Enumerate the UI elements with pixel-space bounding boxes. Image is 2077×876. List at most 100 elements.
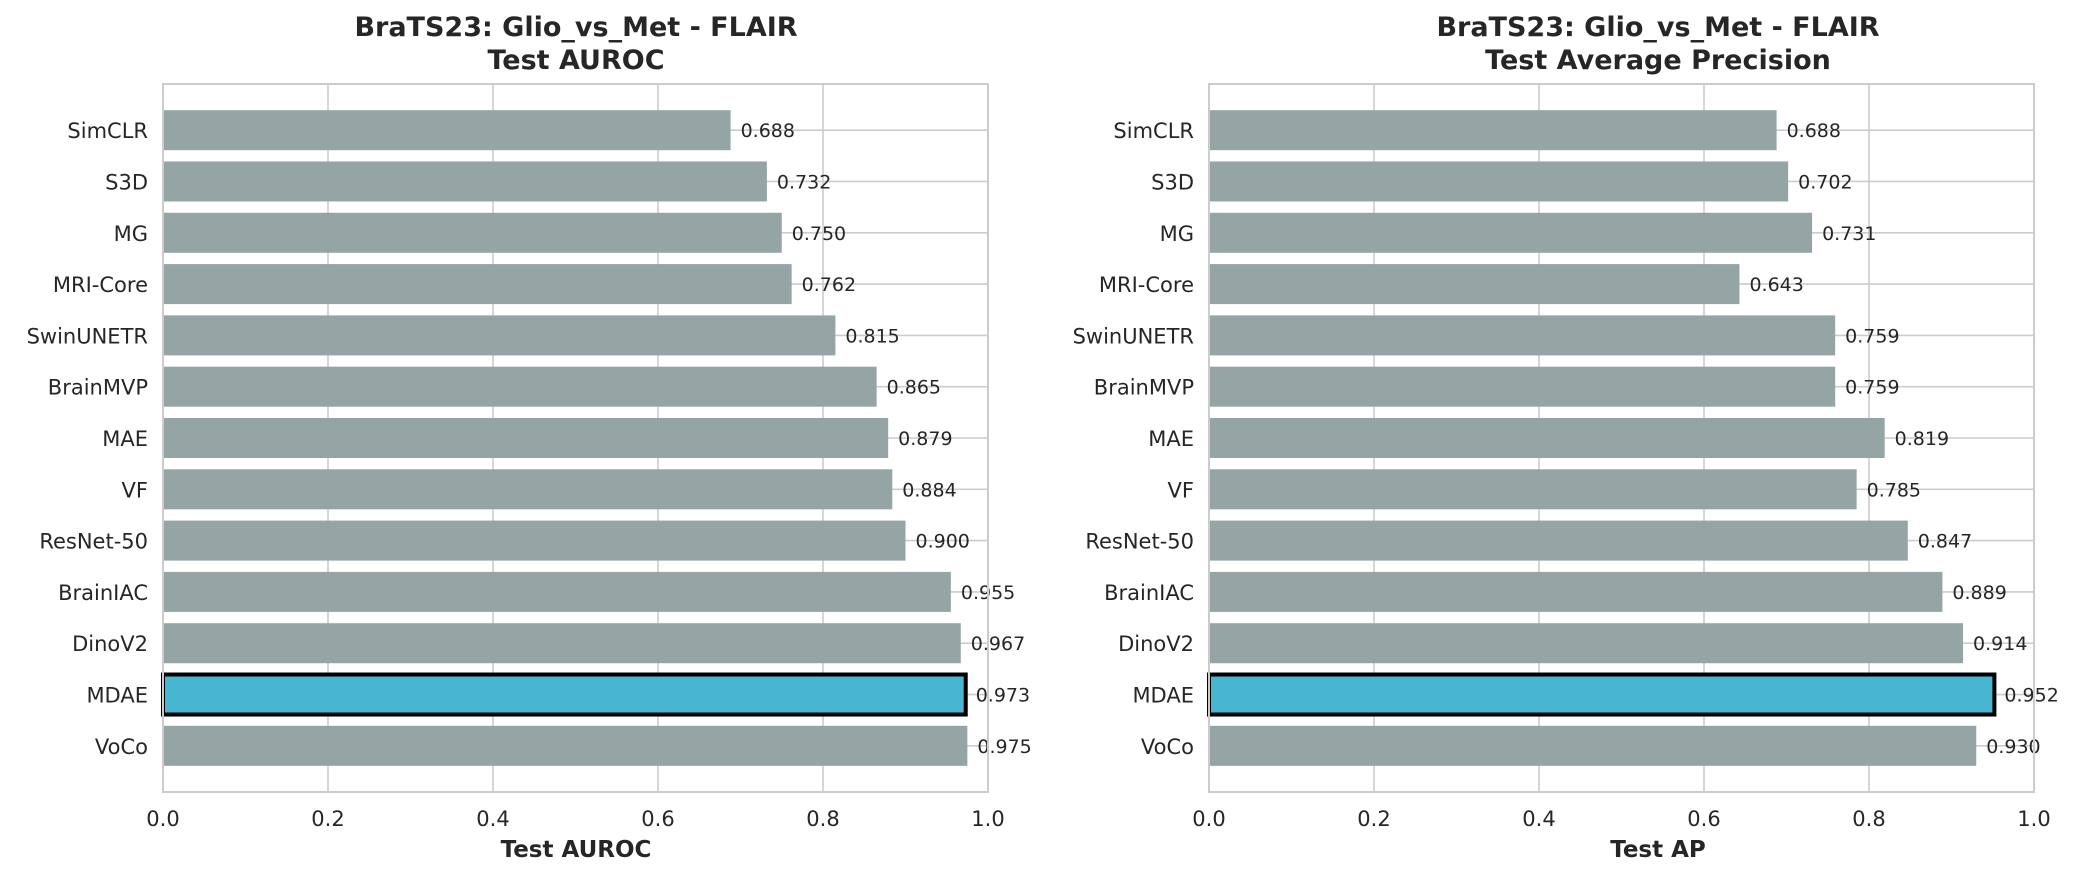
y-tick-label: SimCLR bbox=[1113, 119, 1194, 143]
bar-value-label: 0.702 bbox=[1798, 171, 1852, 193]
y-tick-label: MRI-Core bbox=[53, 273, 148, 297]
y-tick-label: VF bbox=[1168, 478, 1194, 502]
bar bbox=[1209, 161, 1789, 202]
y-tick-label: BrainIAC bbox=[1104, 581, 1194, 605]
y-tick-label: BrainIAC bbox=[58, 581, 148, 605]
chart-subtitle: Test Average Precision bbox=[1485, 45, 1831, 76]
highlighted-bar bbox=[1207, 672, 1997, 717]
y-tick-label: BrainMVP bbox=[48, 376, 148, 400]
y-tick-label: VF bbox=[122, 478, 148, 502]
bar bbox=[163, 417, 889, 459]
x-tick-label: 0.6 bbox=[641, 807, 674, 831]
y-tick-label: S3D bbox=[105, 170, 148, 194]
bar bbox=[163, 315, 836, 356]
bar-value-label: 0.973 bbox=[976, 685, 1030, 707]
bar-value-label: 0.889 bbox=[1952, 582, 2006, 604]
chart-title: BraTS23: Glio_vs_Met - FLAIR bbox=[1436, 12, 1879, 43]
y-tick-label: DinoV2 bbox=[72, 632, 148, 656]
bar-value-label: 0.847 bbox=[1918, 531, 1972, 553]
bar-value-label: 0.930 bbox=[1986, 736, 2040, 758]
bar-value-label: 0.643 bbox=[1749, 274, 1803, 296]
y-tick-label: MDAE bbox=[86, 684, 148, 708]
bar-value-label: 0.975 bbox=[977, 736, 1031, 758]
y-tick-label: MAE bbox=[1148, 427, 1194, 451]
y-tick-label: MRI-Core bbox=[1099, 273, 1194, 297]
y-tick-label: VoCo bbox=[95, 735, 148, 759]
x-tick-label: 0.8 bbox=[1852, 807, 1885, 831]
bar-value-label: 0.815 bbox=[845, 325, 899, 347]
bar-value-label: 0.952 bbox=[2004, 685, 2058, 707]
chart-average-precision: BraTS23: Glio_vs_Met - FLAIR Test Averag… bbox=[1073, 12, 2059, 863]
bar bbox=[163, 161, 767, 202]
y-tick-label: MG bbox=[114, 222, 148, 246]
bar bbox=[1209, 623, 1964, 664]
bar bbox=[1209, 520, 1908, 561]
bar bbox=[163, 366, 877, 407]
x-tick-label: 0.6 bbox=[1687, 807, 1720, 831]
bar bbox=[1209, 571, 1943, 612]
bar bbox=[163, 725, 968, 766]
bar-value-label: 0.732 bbox=[777, 171, 831, 193]
bar-value-label: 0.900 bbox=[916, 531, 970, 553]
x-tick-label: 0.4 bbox=[476, 807, 509, 831]
x-tick-label: 0.0 bbox=[1192, 807, 1225, 831]
bar bbox=[1209, 417, 1885, 459]
bar bbox=[1209, 366, 1836, 407]
y-tick-label: ResNet-50 bbox=[39, 530, 148, 554]
x-tick-label: 0.8 bbox=[806, 807, 839, 831]
bar bbox=[1209, 212, 1813, 253]
y-tick-label: SimCLR bbox=[67, 119, 148, 143]
y-tick-label: MAE bbox=[102, 427, 148, 451]
bar-value-label: 0.731 bbox=[1822, 223, 1876, 245]
bar-value-label: 0.967 bbox=[971, 633, 1025, 655]
bar bbox=[163, 520, 906, 561]
bar-value-label: 0.688 bbox=[741, 120, 795, 142]
x-tick-label: 0.2 bbox=[311, 807, 344, 831]
bar bbox=[1209, 725, 1977, 766]
bar bbox=[1209, 110, 1777, 151]
y-tick-label: MG bbox=[1160, 222, 1194, 246]
chart-auroc: BraTS23: Glio_vs_Met - FLAIR Test AUROC … bbox=[27, 12, 1032, 863]
bar bbox=[1209, 469, 1857, 510]
x-tick-label: 0.4 bbox=[1522, 807, 1555, 831]
x-tick-label: 0.0 bbox=[146, 807, 179, 831]
bar bbox=[163, 212, 782, 253]
plot-frame bbox=[1208, 83, 2035, 793]
bar bbox=[1209, 315, 1836, 356]
y-tick-label: DinoV2 bbox=[1118, 632, 1194, 656]
x-tick-label: 0.2 bbox=[1357, 807, 1390, 831]
bar-value-label: 0.750 bbox=[792, 223, 846, 245]
bar bbox=[1209, 264, 1740, 305]
bar bbox=[163, 264, 792, 305]
x-tick-label: 1.0 bbox=[2017, 807, 2050, 831]
bar bbox=[163, 623, 961, 664]
bar-value-label: 0.884 bbox=[902, 479, 956, 501]
y-tick-label: SwinUNETR bbox=[27, 324, 148, 348]
y-tick-label: SwinUNETR bbox=[1073, 324, 1194, 348]
bar-value-label: 0.785 bbox=[1867, 479, 1921, 501]
y-tick-label: VoCo bbox=[1141, 735, 1194, 759]
x-axis-label: Test AP bbox=[1610, 837, 1706, 863]
bar bbox=[163, 110, 731, 151]
y-tick-label: BrainMVP bbox=[1094, 376, 1194, 400]
bar-value-label: 0.759 bbox=[1845, 377, 1899, 399]
x-tick-label: 1.0 bbox=[971, 807, 1004, 831]
y-tick-label: ResNet-50 bbox=[1085, 530, 1194, 554]
bar-value-label: 0.688 bbox=[1787, 120, 1841, 142]
bar-value-label: 0.879 bbox=[898, 428, 952, 450]
bar-value-label: 0.914 bbox=[1973, 633, 2027, 655]
chart-title: BraTS23: Glio_vs_Met - FLAIR bbox=[354, 12, 797, 43]
bar-value-label: 0.762 bbox=[802, 274, 856, 296]
highlighted-bar bbox=[161, 672, 968, 717]
plot-frame bbox=[162, 83, 989, 793]
chart-subtitle: Test AUROC bbox=[487, 45, 664, 76]
y-tick-label: S3D bbox=[1151, 170, 1194, 194]
y-tick-label: MDAE bbox=[1132, 684, 1194, 708]
bar-value-label: 0.865 bbox=[887, 377, 941, 399]
bar-value-label: 0.759 bbox=[1845, 325, 1899, 347]
bar-value-label: 0.819 bbox=[1895, 428, 1949, 450]
x-axis-label: Test AUROC bbox=[501, 837, 652, 863]
bar bbox=[163, 469, 893, 510]
bar bbox=[163, 571, 951, 612]
